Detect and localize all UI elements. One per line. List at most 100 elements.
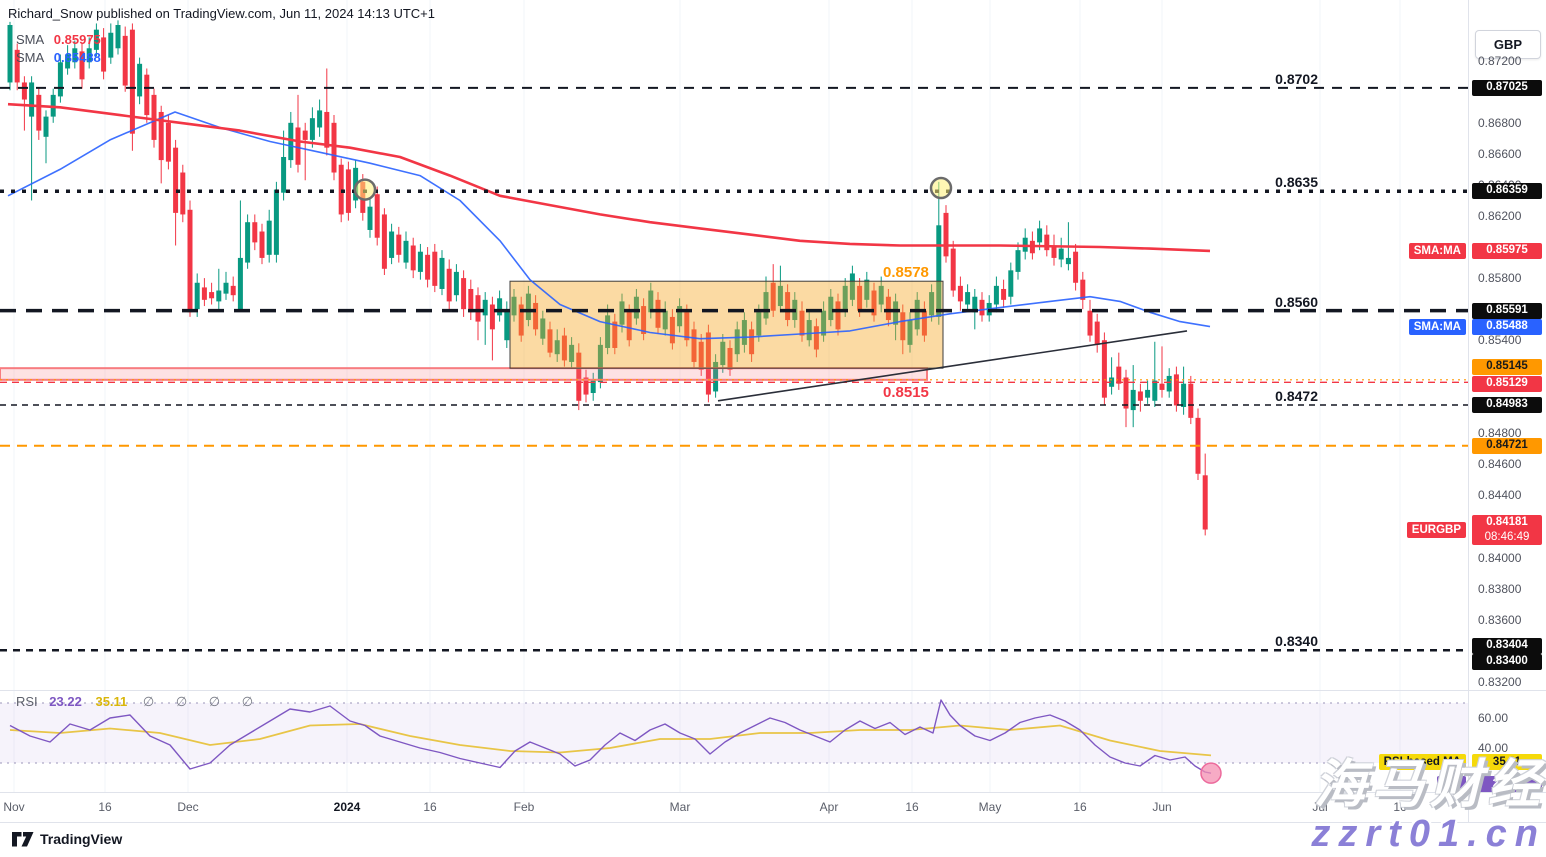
price-tag: 0.85488 bbox=[1472, 319, 1542, 335]
candle-body bbox=[900, 312, 906, 341]
tradingview-brand-link[interactable]: TradingView bbox=[12, 831, 122, 847]
tradingview-logo-icon bbox=[12, 831, 34, 846]
candle-body bbox=[101, 37, 107, 72]
candle-body bbox=[1087, 310, 1093, 336]
candle-body bbox=[151, 94, 157, 140]
candle-body bbox=[583, 377, 589, 395]
rsi-legend: RSI 23.22 35.11 ∅ ∅ ∅ ∅ bbox=[16, 694, 262, 710]
candle-body bbox=[936, 225, 942, 317]
candle-body bbox=[302, 130, 308, 140]
candle-body bbox=[907, 320, 913, 345]
candle-body bbox=[1008, 270, 1014, 297]
candle-body bbox=[108, 32, 114, 58]
rsi-tag: 23.22 bbox=[1472, 776, 1542, 792]
candle-body bbox=[173, 147, 179, 213]
candle-body bbox=[417, 251, 423, 272]
candle-body bbox=[626, 312, 632, 341]
candle-body bbox=[590, 380, 596, 394]
price-tick: 0.85800 bbox=[1478, 271, 1522, 285]
price-tick: 0.87200 bbox=[1478, 54, 1522, 68]
candle-body bbox=[576, 352, 582, 401]
candle-body bbox=[525, 293, 531, 321]
candle-body bbox=[468, 288, 474, 313]
candle-body bbox=[194, 282, 200, 310]
candle-body bbox=[727, 347, 733, 370]
tradingview-brand-text: TradingView bbox=[40, 831, 123, 847]
candle-body bbox=[1159, 383, 1165, 390]
candle-body bbox=[662, 310, 668, 330]
candle-body bbox=[1051, 245, 1057, 258]
candle-body bbox=[288, 122, 294, 161]
circle-marker bbox=[929, 176, 953, 200]
circle-marker bbox=[353, 178, 377, 201]
price-tag: 0.85975 bbox=[1472, 243, 1542, 259]
candle-body bbox=[165, 122, 171, 162]
candle-body bbox=[878, 285, 884, 305]
candle-body bbox=[518, 304, 524, 336]
candle-body bbox=[1188, 383, 1194, 418]
candle-body bbox=[655, 299, 661, 328]
price-tick: 0.83600 bbox=[1478, 613, 1522, 627]
candle-body bbox=[29, 82, 35, 117]
candle-body bbox=[669, 316, 675, 344]
candle-body bbox=[216, 290, 222, 302]
price-tick: 0.84600 bbox=[1478, 457, 1522, 471]
rsi-tag-name: RSI-based MA bbox=[1378, 754, 1466, 770]
currency-button[interactable]: GBP bbox=[1475, 30, 1541, 59]
time-axis[interactable]: Nov 16 Dec 2024 16 Feb Mar Apr 16 May 16 Jun Jul 16 bbox=[0, 793, 1546, 822]
candle-body bbox=[569, 344, 575, 362]
sma-slow-line bbox=[7, 111, 1211, 340]
candle-body bbox=[1044, 234, 1050, 251]
candle-body bbox=[72, 48, 78, 63]
candle-body bbox=[324, 111, 330, 148]
candle-body bbox=[763, 292, 769, 319]
candle-body bbox=[475, 295, 481, 322]
candle-body bbox=[259, 231, 265, 258]
candle-body bbox=[396, 234, 402, 255]
candle-body bbox=[641, 306, 647, 335]
candle-body bbox=[1073, 251, 1079, 283]
box-top-label: 0.8578 bbox=[883, 264, 929, 281]
candle-body bbox=[698, 341, 704, 370]
candle-body bbox=[331, 122, 337, 173]
sma-legend-row-2: SMA 0.85488 bbox=[16, 50, 101, 65]
candle-body bbox=[943, 212, 949, 257]
main-chart-canvas[interactable] bbox=[0, 0, 1546, 822]
candle-body bbox=[950, 248, 956, 291]
candle-body bbox=[1001, 288, 1007, 300]
rsi-empty-plots: ∅ ∅ ∅ ∅ bbox=[142, 694, 263, 709]
candle-body bbox=[806, 320, 812, 341]
candle-body bbox=[1173, 374, 1179, 406]
rsi-tag: 35.11 bbox=[1472, 754, 1542, 770]
candle-body bbox=[65, 54, 71, 69]
price-axis[interactable]: 0.872000.868000.866000.864000.862000.858… bbox=[1469, 0, 1546, 793]
time-label: Jun bbox=[1152, 800, 1172, 814]
candle-body bbox=[741, 320, 747, 345]
time-label: 16 bbox=[1073, 800, 1087, 814]
candle-body bbox=[1202, 475, 1208, 530]
candle-body bbox=[684, 312, 690, 341]
candle-body bbox=[245, 222, 251, 263]
candle-body bbox=[187, 209, 193, 313]
rsi-tick: 60.00 bbox=[1478, 711, 1509, 725]
candle-body bbox=[871, 290, 877, 316]
candle-body bbox=[1145, 389, 1151, 398]
rsi-line bbox=[9, 699, 1212, 774]
rsi-tag-name: RSI bbox=[1436, 776, 1466, 792]
time-label: 16 bbox=[1393, 800, 1407, 814]
candle-body bbox=[93, 29, 99, 50]
bottom-toolbar: TradingView bbox=[0, 822, 1546, 857]
candle-body bbox=[979, 299, 985, 316]
price-tag-name: SMA:MA bbox=[1408, 243, 1466, 259]
candle-body bbox=[252, 222, 258, 243]
price-tag: 0.84983 bbox=[1472, 397, 1542, 413]
time-label: Jul bbox=[1312, 800, 1328, 814]
candle-body bbox=[605, 315, 611, 348]
candle-body bbox=[785, 292, 791, 321]
candle-body bbox=[237, 257, 243, 310]
price-tag: 0.87025 bbox=[1472, 80, 1542, 96]
candle-body bbox=[1058, 248, 1064, 260]
candle-body bbox=[734, 329, 740, 355]
candle-body bbox=[770, 282, 776, 311]
candle-body bbox=[799, 310, 805, 336]
